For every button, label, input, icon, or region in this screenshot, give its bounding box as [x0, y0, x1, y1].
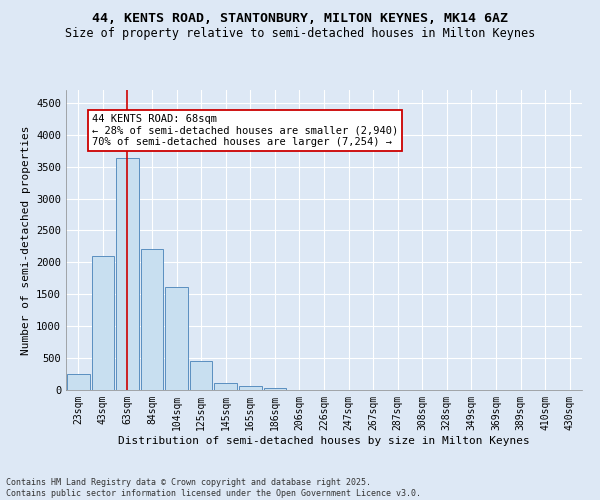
Bar [190, 360, 212, 390]
Bar [92, 256, 114, 390]
Bar [165, 286, 188, 390]
Bar [67, 374, 89, 390]
Bar [263, 388, 286, 390]
Bar [116, 158, 139, 390]
Bar [214, 384, 237, 390]
Text: 44 KENTS ROAD: 68sqm
← 28% of semi-detached houses are smaller (2,940)
70% of se: 44 KENTS ROAD: 68sqm ← 28% of semi-detac… [92, 114, 398, 147]
Bar [140, 249, 163, 390]
Y-axis label: Number of semi-detached properties: Number of semi-detached properties [20, 125, 31, 355]
X-axis label: Distribution of semi-detached houses by size in Milton Keynes: Distribution of semi-detached houses by … [118, 436, 530, 446]
Text: Contains HM Land Registry data © Crown copyright and database right 2025.
Contai: Contains HM Land Registry data © Crown c… [6, 478, 421, 498]
Text: Size of property relative to semi-detached houses in Milton Keynes: Size of property relative to semi-detach… [65, 28, 535, 40]
Bar [239, 386, 262, 390]
Text: 44, KENTS ROAD, STANTONBURY, MILTON KEYNES, MK14 6AZ: 44, KENTS ROAD, STANTONBURY, MILTON KEYN… [92, 12, 508, 26]
